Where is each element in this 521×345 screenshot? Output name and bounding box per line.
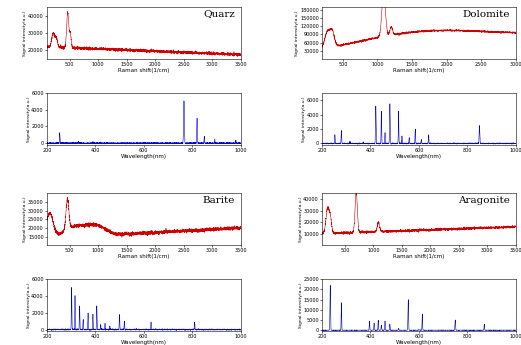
Y-axis label: Signal intensity(a.u.): Signal intensity(a.u.) <box>23 197 28 242</box>
X-axis label: Wavelength(nm): Wavelength(nm) <box>121 340 167 345</box>
X-axis label: Wavelength(nm): Wavelength(nm) <box>121 154 167 159</box>
Y-axis label: Signal intensity(a.u.): Signal intensity(a.u.) <box>27 283 31 328</box>
X-axis label: Raman shift(1/cm): Raman shift(1/cm) <box>393 68 444 73</box>
Text: Barite: Barite <box>203 196 235 205</box>
Y-axis label: Signal intensity(a.u.): Signal intensity(a.u.) <box>27 96 31 141</box>
Text: Dolomite: Dolomite <box>463 10 510 19</box>
X-axis label: Raman shift(1/cm): Raman shift(1/cm) <box>118 68 169 73</box>
X-axis label: Wavelength(nm): Wavelength(nm) <box>396 154 442 159</box>
Text: Aragonite: Aragonite <box>458 196 510 205</box>
Y-axis label: Signal intensity(a.u.): Signal intensity(a.u.) <box>23 10 28 56</box>
Text: Quarz: Quarz <box>203 10 235 19</box>
Y-axis label: Signal intensity(a.u.): Signal intensity(a.u.) <box>295 10 300 56</box>
X-axis label: Wavelength(nm): Wavelength(nm) <box>396 340 442 345</box>
Y-axis label: Signal intensity(a.u.): Signal intensity(a.u.) <box>302 96 306 141</box>
X-axis label: Raman shift(1/cm): Raman shift(1/cm) <box>118 254 169 259</box>
Y-axis label: Signal intensity(a.u.): Signal intensity(a.u.) <box>299 283 303 328</box>
X-axis label: Raman shift(1/cm): Raman shift(1/cm) <box>393 254 444 259</box>
Y-axis label: Signal intensity(a.u.): Signal intensity(a.u.) <box>299 197 303 242</box>
